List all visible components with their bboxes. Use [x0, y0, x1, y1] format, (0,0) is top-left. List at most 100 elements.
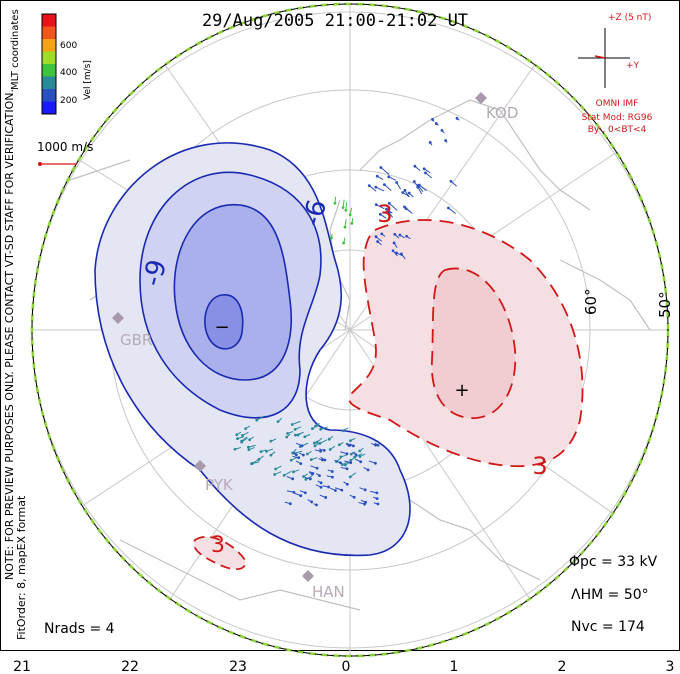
velocity-vector-origin: [233, 447, 237, 451]
vector-count: Nvc = 174: [571, 619, 645, 635]
velocity-vector-origin: [422, 167, 426, 171]
velocity-vector-origin: [391, 249, 395, 253]
velocity-vector-origin: [374, 235, 378, 239]
velocity-vector-origin: [319, 427, 323, 431]
velocity-vector-origin: [367, 184, 371, 188]
velocity-vector: [448, 207, 456, 214]
velocity-vector-origin: [248, 438, 252, 442]
velocity-vector-origin: [341, 429, 345, 433]
velocity-vector: [256, 415, 265, 421]
velocity-vector-origin: [301, 453, 305, 457]
velocity-vector-origin: [352, 495, 356, 499]
velocity-vector-origin: [300, 444, 304, 448]
velocity-vector-origin: [319, 485, 323, 489]
velocity-vector-origin: [310, 500, 314, 504]
velocity-vector-origin: [354, 453, 358, 457]
velocity-vector-origin: [303, 491, 307, 495]
velocity-vector-origin: [449, 179, 453, 183]
velocity-vector-origin: [315, 503, 318, 507]
velocity-vector-origin: [345, 467, 349, 471]
velocity-vector-origin: [303, 435, 307, 439]
velocity-vector-origin: [305, 452, 309, 456]
velocity-vector: [388, 202, 398, 211]
velocity-vector-origin: [376, 443, 380, 447]
velocity-vector-origin: [431, 118, 434, 121]
velocity-vector-origin: [319, 481, 323, 485]
fit-order-note: FitOrder: 8, mapEX format: [15, 495, 28, 640]
imf-model-label: Stat Mod: RG96: [582, 113, 653, 123]
velocity-vector-origin: [344, 208, 348, 212]
velocity-vector-origin: [299, 494, 303, 498]
velocity-vector-origin: [322, 449, 326, 452]
velocity-vector-origin: [265, 449, 268, 453]
velocity-vector-origin: [293, 427, 297, 431]
contour-label-plus3-bottom: 3: [532, 452, 547, 480]
velocity-vector-origin: [412, 180, 416, 183]
velocity-vector-origin: [315, 440, 319, 444]
colorbar-segment: [42, 76, 56, 90]
map-title: 29/Aug/2005 21:00-21:02 UT: [202, 11, 468, 31]
station-kod: KOD: [486, 104, 518, 122]
imf-condition-label: By-, 0<BT<4: [588, 125, 647, 135]
velocity-vector-origin: [273, 473, 277, 476]
velocity-vector-origin: [309, 477, 312, 481]
velocity-vector-origin: [339, 461, 342, 465]
velocity-vector-origin: [327, 437, 331, 441]
colorbar-tick-200: 200: [60, 96, 77, 106]
velocity-vector-origin: [376, 502, 380, 506]
reference-vector-label: 1000 m/s: [37, 140, 93, 154]
radar-count: Nrads = 4: [44, 621, 115, 637]
velocity-vector-origin: [404, 207, 408, 211]
velocity-vector-origin: [299, 462, 303, 466]
coordinate-system-label: MLT coordinates: [10, 9, 21, 90]
velocity-vector-origin: [350, 221, 354, 225]
velocity-vector-origin: [330, 470, 334, 473]
velocity-vector-origin: [286, 431, 290, 435]
velocity-vector-origin: [290, 423, 294, 426]
latitude-label-50: 50°: [656, 291, 674, 318]
velocity-vector-origin: [310, 472, 314, 476]
velocity-vector-origin: [235, 433, 239, 437]
velocity-vector-origin: [348, 213, 352, 217]
cross-polar-potential: Φpc = 33 kV: [569, 554, 658, 570]
velocity-vector-origin: [311, 427, 314, 431]
velocity-vector-origin: [331, 475, 334, 479]
velocity-vector-origin: [398, 233, 402, 237]
velocity-vector: [380, 167, 390, 175]
velocity-vector-origin: [341, 206, 345, 210]
velocity-vector-origin: [345, 452, 349, 456]
station-markers: [112, 92, 487, 582]
velocity-vector-origin: [387, 175, 391, 179]
velocity-vector-origin: [359, 460, 363, 464]
station-han: HAN: [312, 583, 345, 601]
velocity-vector-origin: [339, 455, 343, 459]
velocity-vector-origin: [378, 212, 382, 216]
positive-potential-cell: [193, 219, 584, 571]
latitude-label-60: 60°: [582, 288, 600, 315]
velocity-vector-origin: [349, 452, 353, 456]
velocity-vector-origin: [313, 444, 317, 448]
velocity-vector-origin: [240, 434, 244, 437]
velocity-vector-origin: [349, 458, 353, 462]
velocity-vector: [292, 420, 301, 425]
velocity-vector-origin: [328, 448, 332, 451]
velocity-vector-origin: [288, 502, 292, 506]
velocity-vector-origin: [387, 211, 391, 215]
velocity-vector-origin: [343, 225, 347, 229]
velocity-vector-origin: [380, 232, 384, 236]
velocity-vector-origin: [291, 477, 295, 481]
velocity-vector-origin: [349, 461, 353, 465]
velocity-vector-origin: [387, 201, 391, 205]
hm-boundary-latitude: ΛHM = 50°: [571, 587, 649, 603]
velocity-vector-origin: [333, 201, 337, 205]
velocity-vector-origin: [315, 466, 319, 470]
colorbar-segment: [42, 89, 56, 102]
velocity-vector: [368, 185, 377, 192]
preview-note: NOTE: FOR PREVIEW PURPOSES ONLY. PLEASE …: [3, 89, 16, 580]
velocity-vector-origin: [294, 433, 297, 437]
velocity-vector-origin: [337, 443, 341, 447]
velocity-vector-origin: [447, 206, 450, 210]
velocity-vector: [375, 186, 385, 192]
imf-y-label: +Y: [626, 61, 640, 71]
